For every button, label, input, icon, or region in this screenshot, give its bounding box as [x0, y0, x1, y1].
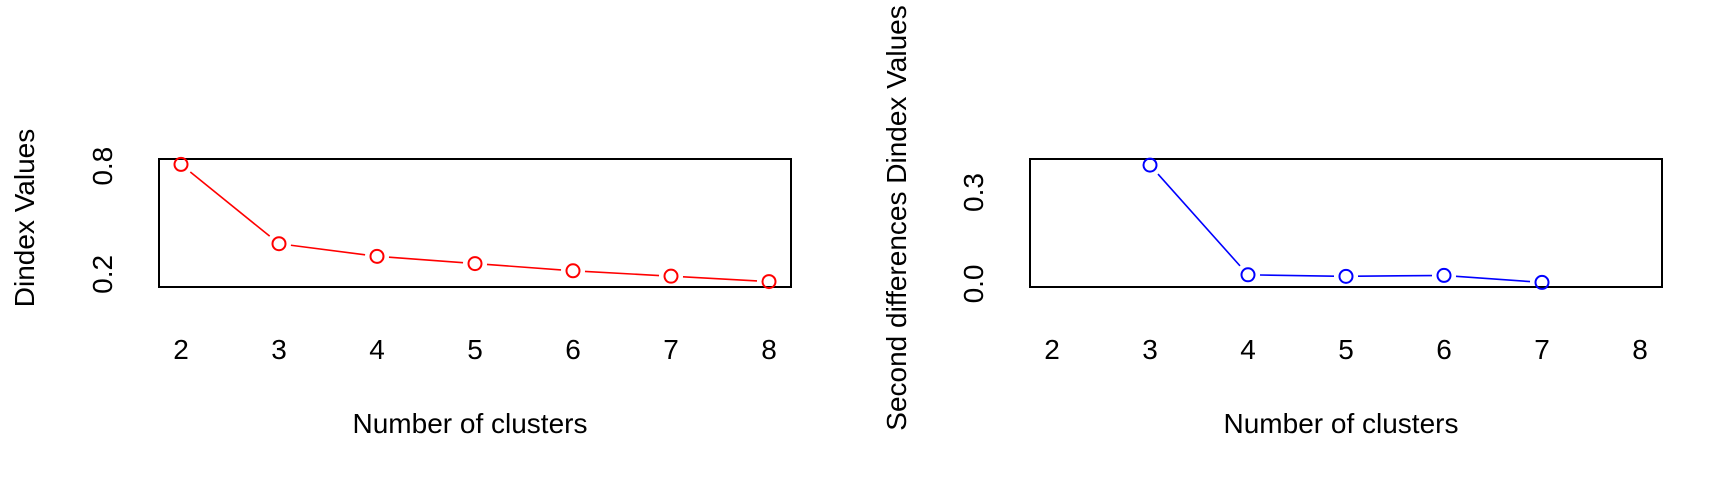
y-tick-labels: 0.0 0.3 — [958, 173, 989, 303]
x-tick-label: 7 — [1534, 334, 1550, 365]
plot-frame — [1029, 158, 1663, 288]
x-tick-labels: 2 3 4 5 6 7 8 — [1044, 334, 1648, 365]
series-line-segment — [486, 263, 562, 271]
data-point — [1534, 274, 1550, 290]
data-point — [1142, 157, 1158, 173]
x-tick-label: 8 — [761, 334, 777, 365]
x-tick-label: 5 — [1338, 334, 1354, 365]
x-tick-label: 5 — [467, 334, 483, 365]
y-axis-title: Second differences Dindex Values — [881, 5, 912, 430]
x-tick-label: 6 — [1436, 334, 1452, 365]
y-tick-label: 0.3 — [958, 173, 989, 212]
x-axis-title: Number of clusters — [1224, 408, 1459, 439]
data-point — [1436, 267, 1452, 283]
x-tick-labels: 2 3 4 5 6 7 8 — [173, 334, 777, 365]
x-tick-label: 2 — [1044, 334, 1060, 365]
x-tick-label: 3 — [1142, 334, 1158, 365]
plot-frame — [158, 158, 792, 288]
data-point — [173, 156, 189, 172]
series-line-segment — [290, 244, 366, 256]
series-line-segment — [584, 270, 660, 277]
y-axis-title: Dindex Values — [9, 129, 40, 307]
data-point — [565, 263, 581, 279]
series-line-segment — [189, 171, 271, 237]
second-differences-chart: 2 3 4 5 6 7 8 0.0 0.3 Number of clusters Second… — [881, 5, 1663, 439]
series-layer — [1142, 157, 1550, 290]
x-tick-label: 3 — [271, 334, 287, 365]
series-line-segment — [1259, 274, 1335, 277]
data-point — [369, 248, 385, 264]
x-tick-label: 7 — [663, 334, 679, 365]
series-line-segment — [682, 276, 758, 282]
data-point — [663, 268, 679, 284]
data-point — [761, 274, 777, 290]
series-line-segment — [388, 256, 464, 264]
data-point — [1338, 268, 1354, 284]
dindex-values-chart: 2 3 4 5 6 7 8 0.2 0.8 Number of clusters Dindex… — [9, 129, 792, 439]
x-tick-label: 4 — [369, 334, 385, 365]
series-line-segment — [1157, 173, 1241, 267]
series-line-segment — [1455, 275, 1531, 283]
x-tick-label: 4 — [1240, 334, 1256, 365]
y-tick-label: 0.8 — [87, 147, 118, 186]
series-layer — [173, 156, 777, 290]
series-line-segment — [1357, 274, 1433, 278]
y-tick-labels: 0.2 0.8 — [87, 147, 118, 294]
y-tick-label: 0.0 — [958, 264, 989, 303]
y-tick-label: 0.2 — [87, 255, 118, 294]
data-point — [271, 236, 287, 252]
x-tick-label: 2 — [173, 334, 189, 365]
data-point — [467, 256, 483, 272]
x-axis-title: Number of clusters — [353, 408, 588, 439]
x-tick-label: 6 — [565, 334, 581, 365]
x-tick-label: 8 — [1632, 334, 1648, 365]
data-point — [1240, 267, 1256, 283]
